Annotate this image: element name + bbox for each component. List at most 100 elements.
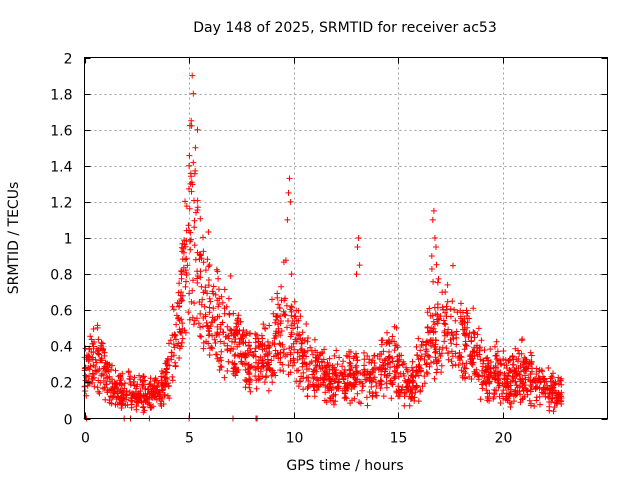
data-point	[308, 358, 315, 365]
data-point	[183, 203, 190, 210]
data-point	[354, 390, 361, 397]
data-point	[246, 330, 253, 337]
x-tick-label: 0	[81, 431, 90, 447]
data-point	[487, 346, 494, 353]
data-point	[85, 378, 92, 385]
data-point	[216, 313, 223, 320]
data-point	[518, 337, 525, 344]
data-point	[197, 324, 204, 331]
data-point	[178, 271, 185, 278]
data-point	[421, 356, 428, 363]
data-point	[425, 353, 432, 360]
data-point	[185, 222, 192, 229]
data-point	[236, 327, 243, 334]
data-point	[197, 215, 204, 222]
data-point	[137, 376, 144, 383]
data-point	[541, 376, 548, 383]
data-point	[221, 340, 228, 347]
data-point	[182, 243, 189, 250]
data-point	[546, 394, 553, 401]
data-point	[441, 338, 448, 345]
data-point	[515, 347, 521, 354]
data-point	[279, 361, 286, 368]
data-point	[321, 346, 328, 353]
data-point	[468, 337, 475, 344]
data-point	[225, 295, 232, 302]
data-point	[300, 352, 307, 359]
data-point	[240, 339, 247, 346]
data-point	[287, 358, 294, 364]
data-point	[210, 305, 217, 312]
data-point	[321, 371, 328, 378]
data-point	[216, 301, 222, 308]
data-point	[409, 367, 416, 374]
data-points	[81, 72, 565, 422]
data-point	[518, 378, 525, 385]
data-point	[459, 360, 466, 367]
data-point	[532, 385, 539, 391]
data-point	[406, 402, 413, 409]
data-point	[463, 360, 470, 367]
data-point	[186, 162, 193, 169]
data-point	[205, 282, 212, 289]
data-point	[231, 332, 238, 339]
data-point	[323, 372, 330, 379]
data-point	[484, 395, 491, 402]
data-point	[426, 363, 433, 370]
data-point	[336, 354, 343, 361]
data-point	[492, 343, 498, 350]
data-point	[226, 311, 233, 318]
data-point	[197, 333, 203, 339]
data-point	[137, 388, 144, 395]
data-point	[225, 358, 232, 365]
data-point	[416, 362, 423, 368]
data-point	[456, 357, 463, 364]
data-point	[176, 280, 183, 287]
data-point	[150, 403, 157, 410]
data-point	[166, 340, 172, 347]
data-point	[269, 379, 276, 386]
data-point	[291, 359, 298, 366]
data-point	[95, 336, 102, 343]
data-point	[255, 335, 262, 342]
data-point	[417, 347, 424, 354]
data-point	[548, 382, 555, 389]
data-point	[510, 356, 517, 363]
data-point	[217, 338, 224, 345]
data-point	[287, 333, 294, 340]
data-point	[108, 386, 114, 393]
data-point	[391, 374, 398, 381]
data-point	[291, 313, 298, 320]
data-point	[100, 372, 107, 378]
data-point	[234, 343, 241, 350]
data-point	[175, 340, 182, 347]
data-point	[283, 302, 290, 309]
data-point	[301, 348, 308, 355]
data-point	[186, 290, 193, 297]
data-point	[488, 370, 495, 377]
data-point	[449, 353, 456, 360]
data-point	[421, 380, 428, 387]
data-point	[261, 353, 268, 360]
data-point	[206, 295, 213, 302]
data-point	[427, 328, 433, 335]
data-point	[498, 361, 505, 368]
data-point	[363, 376, 370, 383]
data-point	[314, 349, 321, 356]
data-point	[371, 374, 378, 381]
data-point	[100, 347, 106, 354]
data-point	[441, 329, 448, 336]
data-point	[331, 352, 338, 359]
data-point	[142, 385, 149, 392]
data-point	[464, 319, 471, 326]
data-point	[147, 375, 154, 382]
data-point	[183, 227, 190, 234]
data-point	[251, 364, 258, 371]
data-point	[442, 321, 449, 328]
data-point	[178, 329, 185, 336]
data-point	[486, 378, 493, 385]
data-point	[300, 369, 307, 376]
data-point	[417, 387, 424, 394]
data-point	[475, 325, 482, 332]
data-point	[188, 236, 194, 243]
